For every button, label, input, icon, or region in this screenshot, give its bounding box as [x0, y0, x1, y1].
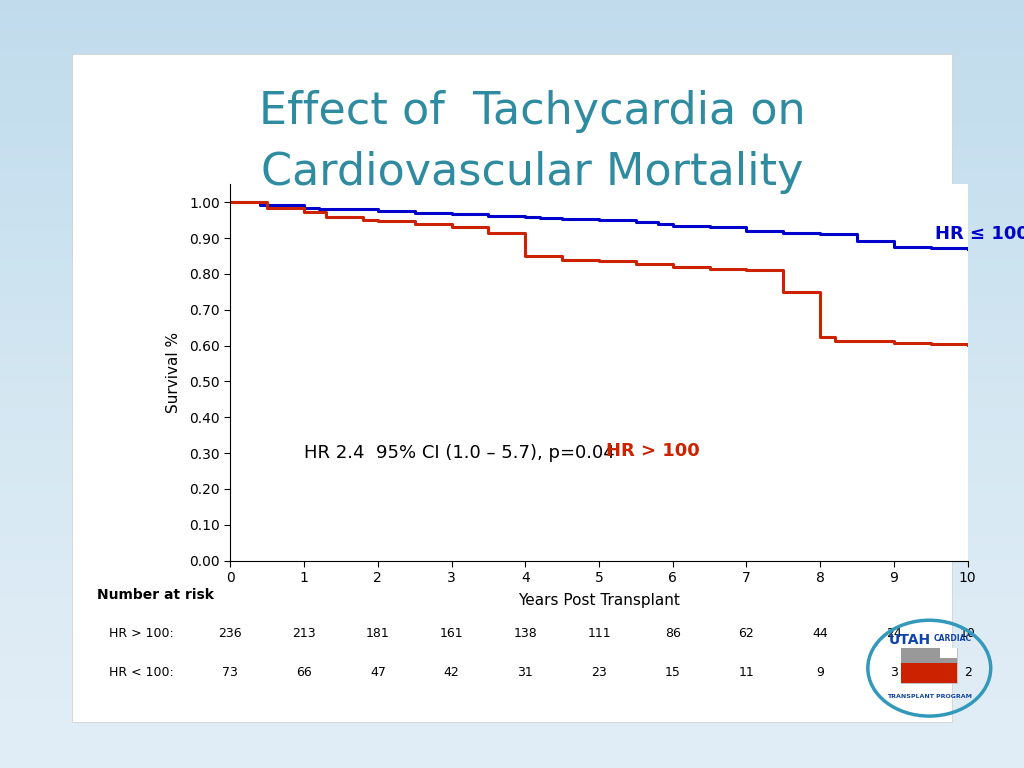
Text: 86: 86: [665, 627, 681, 640]
Bar: [72, 54, 952, 722]
Text: 42: 42: [443, 666, 460, 678]
Text: UTAH: UTAH: [889, 633, 931, 647]
Text: 11: 11: [738, 666, 755, 678]
Text: 24: 24: [886, 627, 902, 640]
Text: CARDIAC: CARDIAC: [933, 634, 972, 643]
Bar: [901, 663, 957, 684]
Text: 236: 236: [218, 627, 243, 640]
Text: 2: 2: [964, 666, 972, 678]
Text: 3: 3: [890, 666, 898, 678]
Text: 44: 44: [812, 627, 828, 640]
Text: 9: 9: [816, 666, 824, 678]
Bar: [901, 648, 957, 664]
Text: HR ≤ 100: HR ≤ 100: [935, 225, 1024, 243]
Text: 161: 161: [439, 627, 464, 640]
Text: 138: 138: [513, 627, 538, 640]
Text: 111: 111: [587, 627, 611, 640]
Text: 23: 23: [591, 666, 607, 678]
Text: HR 2.4  95% CI (1.0 – 5.7), p=0.04: HR 2.4 95% CI (1.0 – 5.7), p=0.04: [304, 444, 614, 462]
Text: 73: 73: [222, 666, 239, 678]
Text: 31: 31: [517, 666, 534, 678]
Text: HR > 100:: HR > 100:: [110, 627, 174, 640]
Text: 10: 10: [959, 627, 976, 640]
Y-axis label: Survival %: Survival %: [166, 332, 181, 413]
Text: 15: 15: [665, 666, 681, 678]
Text: 66: 66: [296, 666, 312, 678]
Text: TRANSPLANT PROGRAM: TRANSPLANT PROGRAM: [887, 694, 972, 699]
Text: HR < 100:: HR < 100:: [110, 666, 174, 678]
Text: Effect of  Tachycardia on: Effect of Tachycardia on: [259, 90, 806, 133]
X-axis label: Years Post Transplant: Years Post Transplant: [518, 594, 680, 608]
Text: Cardiovascular Mortality: Cardiovascular Mortality: [261, 151, 804, 194]
Text: 181: 181: [366, 627, 390, 640]
Text: HR > 100: HR > 100: [606, 442, 700, 460]
Bar: [940, 648, 957, 658]
Text: 47: 47: [370, 666, 386, 678]
Text: 213: 213: [292, 627, 316, 640]
Text: Number at risk: Number at risk: [97, 588, 214, 602]
Text: 62: 62: [738, 627, 755, 640]
Bar: [901, 648, 957, 684]
